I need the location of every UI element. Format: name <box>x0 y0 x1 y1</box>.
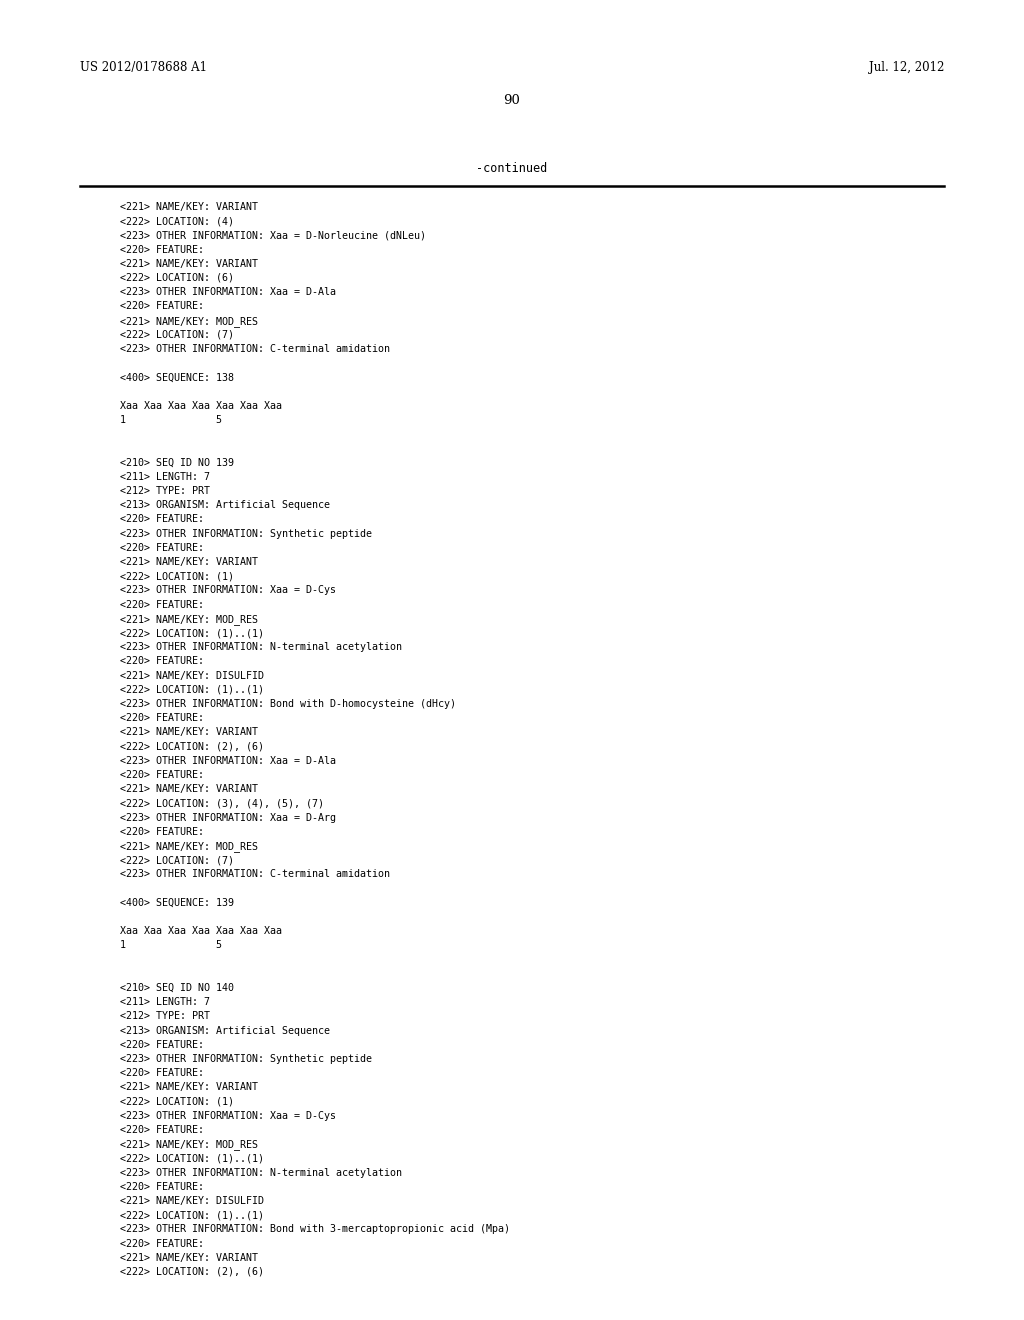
Text: <221> NAME/KEY: VARIANT: <221> NAME/KEY: VARIANT <box>120 259 258 269</box>
Text: <221> NAME/KEY: DISULFID: <221> NAME/KEY: DISULFID <box>120 1196 264 1206</box>
Text: <220> FEATURE:: <220> FEATURE: <box>120 1040 204 1049</box>
Text: <223> OTHER INFORMATION: Xaa = D-Ala: <223> OTHER INFORMATION: Xaa = D-Ala <box>120 756 336 766</box>
Text: <221> NAME/KEY: VARIANT: <221> NAME/KEY: VARIANT <box>120 1082 258 1093</box>
Text: <222> LOCATION: (1)..(1): <222> LOCATION: (1)..(1) <box>120 1154 264 1163</box>
Text: <221> NAME/KEY: DISULFID: <221> NAME/KEY: DISULFID <box>120 671 264 681</box>
Text: <210> SEQ ID NO 140: <210> SEQ ID NO 140 <box>120 983 234 993</box>
Text: <220> FEATURE:: <220> FEATURE: <box>120 244 204 255</box>
Text: <223> OTHER INFORMATION: Xaa = D-Ala: <223> OTHER INFORMATION: Xaa = D-Ala <box>120 288 336 297</box>
Text: <213> ORGANISM: Artificial Sequence: <213> ORGANISM: Artificial Sequence <box>120 500 330 511</box>
Text: <223> OTHER INFORMATION: N-terminal acetylation: <223> OTHER INFORMATION: N-terminal acet… <box>120 643 402 652</box>
Text: <221> NAME/KEY: VARIANT: <221> NAME/KEY: VARIANT <box>120 557 258 568</box>
Text: <222> LOCATION: (2), (6): <222> LOCATION: (2), (6) <box>120 1267 264 1276</box>
Text: <223> OTHER INFORMATION: Bond with D-homocysteine (dHcy): <223> OTHER INFORMATION: Bond with D-hom… <box>120 700 456 709</box>
Text: <400> SEQUENCE: 138: <400> SEQUENCE: 138 <box>120 372 234 383</box>
Text: <222> LOCATION: (7): <222> LOCATION: (7) <box>120 855 234 865</box>
Text: <210> SEQ ID NO 139: <210> SEQ ID NO 139 <box>120 458 234 467</box>
Text: <400> SEQUENCE: 139: <400> SEQUENCE: 139 <box>120 898 234 908</box>
Text: <222> LOCATION: (1): <222> LOCATION: (1) <box>120 572 234 581</box>
Text: <221> NAME/KEY: VARIANT: <221> NAME/KEY: VARIANT <box>120 727 258 738</box>
Text: <223> OTHER INFORMATION: Xaa = D-Norleucine (dNLeu): <223> OTHER INFORMATION: Xaa = D-Norleuc… <box>120 231 426 240</box>
Text: <220> FEATURE:: <220> FEATURE: <box>120 515 204 524</box>
Text: <220> FEATURE:: <220> FEATURE: <box>120 656 204 667</box>
Text: <221> NAME/KEY: VARIANT: <221> NAME/KEY: VARIANT <box>120 202 258 213</box>
Text: <221> NAME/KEY: MOD_RES: <221> NAME/KEY: MOD_RES <box>120 841 258 851</box>
Text: <223> OTHER INFORMATION: N-terminal acetylation: <223> OTHER INFORMATION: N-terminal acet… <box>120 1168 402 1177</box>
Text: <211> LENGTH: 7: <211> LENGTH: 7 <box>120 997 210 1007</box>
Text: <222> LOCATION: (1)..(1): <222> LOCATION: (1)..(1) <box>120 1210 264 1220</box>
Text: <222> LOCATION: (1)..(1): <222> LOCATION: (1)..(1) <box>120 628 264 638</box>
Text: Xaa Xaa Xaa Xaa Xaa Xaa Xaa: Xaa Xaa Xaa Xaa Xaa Xaa Xaa <box>120 401 282 411</box>
Text: <211> LENGTH: 7: <211> LENGTH: 7 <box>120 471 210 482</box>
Text: <223> OTHER INFORMATION: Xaa = D-Cys: <223> OTHER INFORMATION: Xaa = D-Cys <box>120 1111 336 1121</box>
Text: <220> FEATURE:: <220> FEATURE: <box>120 1125 204 1135</box>
Text: <222> LOCATION: (7): <222> LOCATION: (7) <box>120 330 234 339</box>
Text: <220> FEATURE:: <220> FEATURE: <box>120 770 204 780</box>
Text: <223> OTHER INFORMATION: Synthetic peptide: <223> OTHER INFORMATION: Synthetic pepti… <box>120 1053 372 1064</box>
Text: 1               5: 1 5 <box>120 414 222 425</box>
Text: <223> OTHER INFORMATION: Synthetic peptide: <223> OTHER INFORMATION: Synthetic pepti… <box>120 528 372 539</box>
Text: <212> TYPE: PRT: <212> TYPE: PRT <box>120 486 210 496</box>
Text: <221> NAME/KEY: MOD_RES: <221> NAME/KEY: MOD_RES <box>120 614 258 624</box>
Text: 90: 90 <box>504 94 520 107</box>
Text: <221> NAME/KEY: MOD_RES: <221> NAME/KEY: MOD_RES <box>120 1139 258 1150</box>
Text: <223> OTHER INFORMATION: Xaa = D-Arg: <223> OTHER INFORMATION: Xaa = D-Arg <box>120 813 336 822</box>
Text: <222> LOCATION: (4): <222> LOCATION: (4) <box>120 216 234 226</box>
Text: <222> LOCATION: (2), (6): <222> LOCATION: (2), (6) <box>120 742 264 751</box>
Text: <223> OTHER INFORMATION: Bond with 3-mercaptopropionic acid (Mpa): <223> OTHER INFORMATION: Bond with 3-mer… <box>120 1225 510 1234</box>
Text: <223> OTHER INFORMATION: C-terminal amidation: <223> OTHER INFORMATION: C-terminal amid… <box>120 870 390 879</box>
Text: Xaa Xaa Xaa Xaa Xaa Xaa Xaa: Xaa Xaa Xaa Xaa Xaa Xaa Xaa <box>120 927 282 936</box>
Text: <221> NAME/KEY: MOD_RES: <221> NAME/KEY: MOD_RES <box>120 315 258 326</box>
Text: <221> NAME/KEY: VARIANT: <221> NAME/KEY: VARIANT <box>120 784 258 795</box>
Text: <222> LOCATION: (1)..(1): <222> LOCATION: (1)..(1) <box>120 685 264 694</box>
Text: <212> TYPE: PRT: <212> TYPE: PRT <box>120 1011 210 1022</box>
Text: <213> ORGANISM: Artificial Sequence: <213> ORGANISM: Artificial Sequence <box>120 1026 330 1036</box>
Text: <222> LOCATION: (1): <222> LOCATION: (1) <box>120 1097 234 1106</box>
Text: <220> FEATURE:: <220> FEATURE: <box>120 1238 204 1249</box>
Text: US 2012/0178688 A1: US 2012/0178688 A1 <box>80 62 207 74</box>
Text: <220> FEATURE:: <220> FEATURE: <box>120 1068 204 1078</box>
Text: <221> NAME/KEY: VARIANT: <221> NAME/KEY: VARIANT <box>120 1253 258 1263</box>
Text: 1               5: 1 5 <box>120 940 222 950</box>
Text: <220> FEATURE:: <220> FEATURE: <box>120 301 204 312</box>
Text: <223> OTHER INFORMATION: Xaa = D-Cys: <223> OTHER INFORMATION: Xaa = D-Cys <box>120 585 336 595</box>
Text: Jul. 12, 2012: Jul. 12, 2012 <box>868 62 944 74</box>
Text: -continued: -continued <box>476 161 548 174</box>
Text: <220> FEATURE:: <220> FEATURE: <box>120 599 204 610</box>
Text: <222> LOCATION: (6): <222> LOCATION: (6) <box>120 273 234 282</box>
Text: <220> FEATURE:: <220> FEATURE: <box>120 543 204 553</box>
Text: <223> OTHER INFORMATION: C-terminal amidation: <223> OTHER INFORMATION: C-terminal amid… <box>120 345 390 354</box>
Text: <220> FEATURE:: <220> FEATURE: <box>120 826 204 837</box>
Text: <220> FEATURE:: <220> FEATURE: <box>120 1181 204 1192</box>
Text: <220> FEATURE:: <220> FEATURE: <box>120 713 204 723</box>
Text: <222> LOCATION: (3), (4), (5), (7): <222> LOCATION: (3), (4), (5), (7) <box>120 799 324 808</box>
